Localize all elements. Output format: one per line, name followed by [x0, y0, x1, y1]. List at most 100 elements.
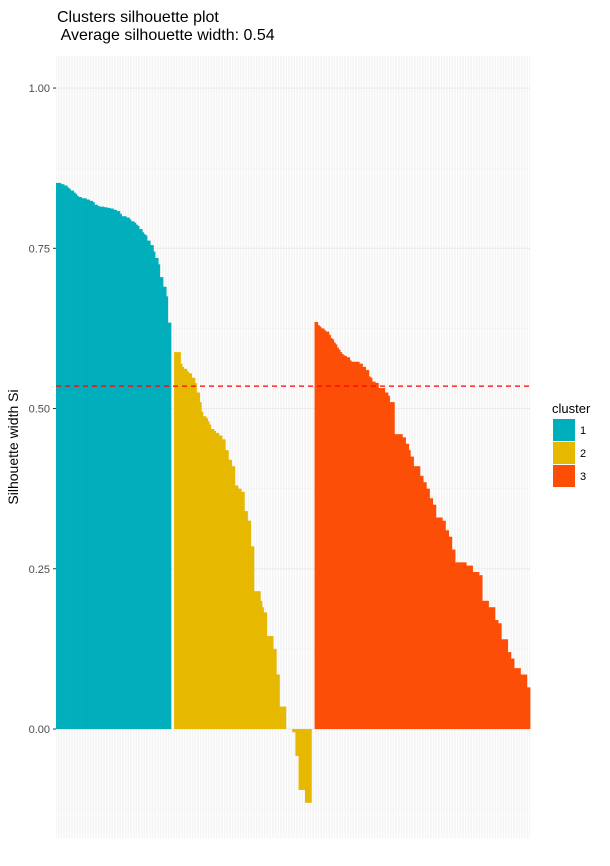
bar-cluster-2 — [242, 491, 245, 730]
bar-cluster-2 — [191, 377, 194, 730]
bar-cluster-1 — [159, 277, 162, 730]
chart-subtitle: Average silhouette width: 0.54 — [57, 27, 275, 44]
bar-cluster-3 — [512, 658, 515, 730]
y-tick-label: 0.75 — [29, 243, 50, 255]
bar-cluster-3 — [507, 652, 510, 730]
bar-cluster-3 — [411, 456, 414, 730]
bar-cluster-2 — [296, 729, 299, 756]
bar-cluster-2 — [271, 636, 274, 730]
bar-cluster-3 — [373, 381, 376, 730]
bar-cluster-1 — [113, 209, 116, 730]
bar-cluster-1 — [102, 206, 105, 730]
bar-cluster-3 — [364, 366, 367, 730]
bar-cluster-3 — [389, 402, 392, 730]
bar-cluster-2 — [229, 459, 232, 730]
bar-cluster-3 — [520, 674, 523, 730]
bar-cluster-3 — [453, 549, 456, 730]
bar-cluster-2 — [212, 429, 215, 730]
bar-cluster-3 — [348, 357, 351, 730]
bar-cluster-3 — [501, 639, 504, 730]
bar-cluster-1 — [121, 216, 124, 730]
bar-cluster-3 — [499, 623, 502, 730]
bar-cluster-2 — [204, 416, 207, 730]
bar-cluster-3 — [351, 361, 354, 730]
bar-cluster-3 — [386, 392, 389, 730]
bar-cluster-2 — [257, 591, 260, 730]
bar-cluster-1 — [62, 184, 65, 730]
bar-cluster-3 — [496, 620, 499, 730]
bar-cluster-1 — [129, 219, 132, 730]
bar-cluster-3 — [362, 366, 365, 730]
y-tick-label: 0.00 — [29, 724, 50, 736]
bar-cluster-1 — [161, 277, 164, 730]
bar-cluster-3 — [400, 434, 403, 730]
bar-cluster-1 — [146, 240, 149, 730]
bar-cluster-2 — [225, 450, 228, 730]
bar-cluster-3 — [378, 388, 381, 730]
bar-cluster-2 — [261, 607, 264, 730]
bar-cluster-3 — [418, 466, 421, 730]
bar-cluster-2 — [266, 636, 269, 730]
bar-cluster-2 — [300, 729, 303, 790]
bar-cluster-3 — [410, 456, 413, 730]
bar-cluster-3 — [475, 571, 478, 730]
bar-cluster-2 — [247, 520, 250, 730]
bar-cluster-2 — [281, 706, 284, 730]
bar-cluster-2 — [308, 729, 311, 803]
bar-cluster-2 — [209, 424, 212, 730]
bar-cluster-2 — [244, 511, 247, 730]
bar-cluster-3 — [359, 363, 362, 730]
bar-cluster-3 — [333, 342, 336, 730]
bar-cluster-3 — [464, 562, 467, 730]
bar-cluster-1 — [153, 251, 156, 730]
bar-cluster-3 — [506, 639, 509, 730]
bar-cluster-1 — [60, 184, 63, 730]
bar-cluster-3 — [381, 388, 384, 730]
bar-cluster-3 — [399, 434, 402, 730]
bar-cluster-3 — [346, 357, 349, 730]
bar-cluster-1 — [68, 188, 71, 730]
bar-cluster-3 — [439, 517, 442, 730]
bar-cluster-1 — [81, 198, 84, 730]
bar-cluster-3 — [405, 443, 408, 730]
bar-cluster-1 — [132, 221, 135, 730]
bar-cluster-2 — [252, 546, 255, 730]
bar-cluster-3 — [375, 382, 378, 730]
bar-cluster-3 — [515, 668, 518, 730]
bar-cluster-2 — [202, 416, 205, 730]
bar-cluster-3 — [517, 668, 520, 730]
bar-cluster-3 — [403, 437, 406, 730]
bar-cluster-2 — [234, 485, 237, 730]
legend-title: cluster — [552, 401, 591, 416]
bar-cluster-3 — [367, 370, 370, 730]
bar-cluster-3 — [356, 361, 359, 730]
bar-cluster-3 — [415, 466, 418, 730]
bar-cluster-3 — [408, 450, 411, 730]
bar-cluster-2 — [201, 411, 204, 730]
bar-cluster-3 — [474, 571, 477, 730]
bar-cluster-2 — [293, 729, 296, 733]
bar-cluster-3 — [491, 607, 494, 730]
bar-cluster-3 — [322, 328, 325, 730]
bar-cluster-2 — [301, 729, 304, 790]
bar-cluster-3 — [394, 434, 397, 730]
bar-cluster-2 — [260, 600, 263, 730]
bar-cluster-2 — [193, 377, 196, 730]
bar-cluster-3 — [440, 517, 443, 730]
bar-cluster-1 — [71, 190, 74, 730]
bar-cluster-3 — [340, 352, 343, 730]
bar-cluster-3 — [392, 402, 395, 730]
y-axis: 0.00 0.25 0.50 0.75 1.00 — [29, 83, 56, 736]
bar-cluster-2 — [304, 729, 307, 803]
bar-cluster-1 — [91, 200, 94, 730]
bar-cluster-3 — [477, 571, 480, 730]
bar-cluster-3 — [494, 620, 497, 730]
bar-cluster-3 — [518, 668, 521, 730]
bar-cluster-2 — [237, 488, 240, 730]
bar-cluster-3 — [427, 488, 430, 730]
bar-cluster-2 — [186, 371, 189, 730]
bar-cluster-2 — [239, 488, 242, 730]
chart-title: Clusters silhouette plot — [57, 9, 219, 26]
bar-cluster-2 — [295, 729, 298, 756]
bar-cluster-2 — [185, 368, 188, 730]
